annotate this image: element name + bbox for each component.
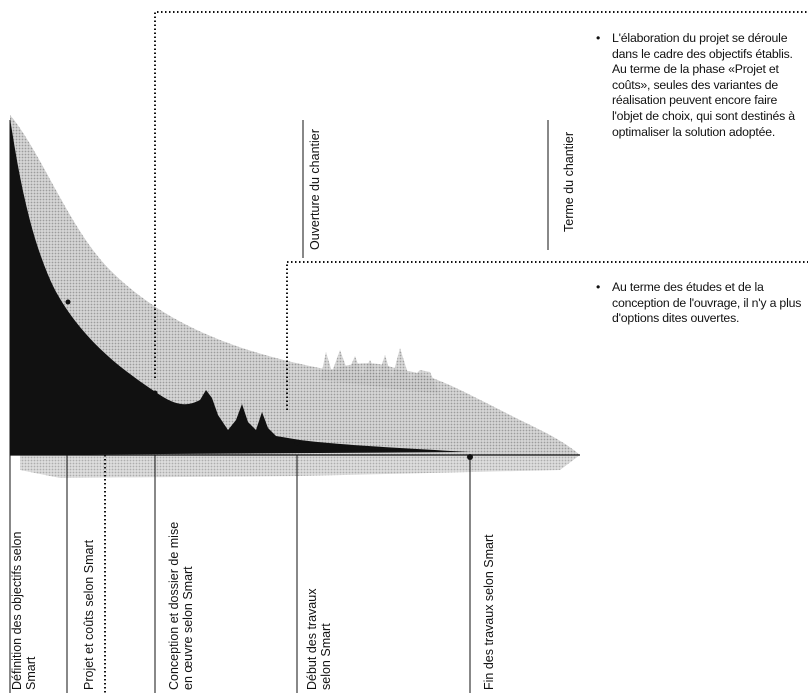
- labels: Ouverture du chantier Terme du chantier Dé…: [10, 129, 576, 690]
- frame-2: [286, 261, 808, 410]
- vertical-label: Projet et coûts selon Smart: [82, 539, 96, 690]
- vertical-label: selon Smart: [319, 623, 333, 690]
- vertical-label: Conception et dossier de mise: [167, 522, 181, 690]
- vertical-label: Début des travaux: [305, 588, 319, 690]
- options-area: [10, 115, 580, 455]
- options-peaks: [320, 348, 440, 394]
- phase-lines: [9, 120, 549, 693]
- marker: [65, 299, 71, 305]
- dotted-frames: [104, 11, 808, 693]
- vertical-label: Terme du chantier: [562, 132, 576, 232]
- decision-area: [10, 118, 470, 455]
- vertical-label: Smart: [24, 656, 38, 690]
- note: Au terme des études et de la conception …: [596, 280, 804, 327]
- marker: [294, 440, 300, 446]
- vertical-label: en œuvre selon Smart: [181, 566, 195, 690]
- vertical-label: Fin des travaux selon Smart: [482, 534, 496, 690]
- note: L'élaboration du projet se déroule dans …: [596, 31, 804, 140]
- frame-1: [154, 11, 808, 378]
- marker: [152, 390, 158, 396]
- baseline-shadow: [20, 455, 580, 478]
- vertical-label: Définition des objectifs selon: [10, 532, 24, 690]
- vertical-label: Ouverture du chantier: [308, 129, 322, 250]
